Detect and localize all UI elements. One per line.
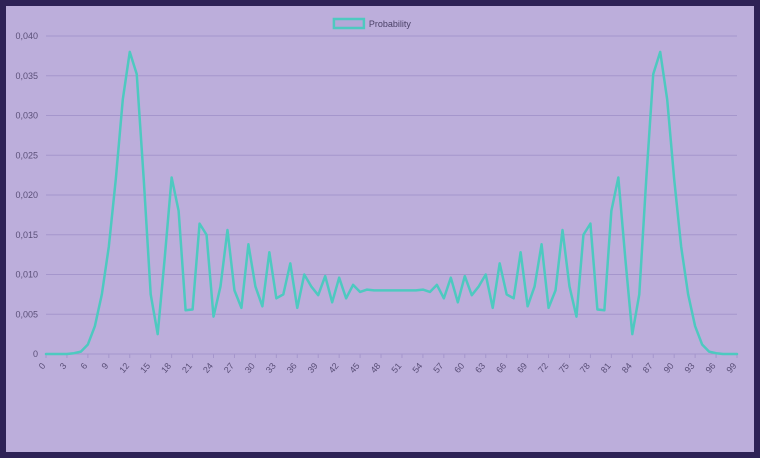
y-axis: 0 0,005 0,010 0,015 0,020 0,025 0,030 0,035 0,04… xyxy=(15,31,38,359)
x-tick-label: 75 xyxy=(557,361,571,375)
legend-swatch[interactable] xyxy=(334,19,364,28)
x-tick-label: 96 xyxy=(703,361,717,375)
y-tick-label: 0,040 xyxy=(15,31,38,41)
legend[interactable]: Probability xyxy=(334,19,412,29)
y-tick-label: 0 xyxy=(33,349,38,359)
y-tick-label: 0,020 xyxy=(15,190,38,200)
x-tick-label: 87 xyxy=(641,361,655,375)
x-tick-label: 93 xyxy=(683,361,697,375)
series-layer xyxy=(46,52,737,354)
y-tick-label: 0,030 xyxy=(15,111,38,121)
x-tick-label: 78 xyxy=(578,361,592,375)
x-axis: 0 3 6 9 12 15 18 21 24 27 30 33 36 39 42 45 48 51 54 57 60 63… xyxy=(37,354,739,375)
x-tick-label: 54 xyxy=(410,361,424,375)
x-tick-label: 57 xyxy=(431,361,445,375)
grid-lines xyxy=(46,36,737,354)
legend-label[interactable]: Probability xyxy=(369,19,412,29)
x-tick-label: 36 xyxy=(285,361,299,375)
x-tick-label: 81 xyxy=(599,361,613,375)
y-tick-label: 0,010 xyxy=(15,270,38,280)
y-tick-label: 0,015 xyxy=(15,230,38,240)
x-tick-label: 27 xyxy=(222,361,236,375)
x-tick-label: 60 xyxy=(452,361,466,375)
x-tick-label: 3 xyxy=(58,361,69,371)
x-tick-label: 9 xyxy=(99,361,110,371)
x-tick-label: 51 xyxy=(389,361,403,375)
x-tick-label: 42 xyxy=(327,361,341,375)
x-tick-label: 0 xyxy=(37,361,48,371)
x-tick-label: 12 xyxy=(117,361,131,375)
y-tick-label: 0,025 xyxy=(15,150,38,160)
x-tick-label: 48 xyxy=(368,361,382,375)
x-tick-label: 21 xyxy=(180,361,194,375)
line-chart: 0 0,005 0,010 0,015 0,020 0,025 0,030 0,035 0,04… xyxy=(6,6,754,452)
series-line-probability xyxy=(46,52,737,354)
y-tick-label: 0,035 xyxy=(15,71,38,81)
x-tick-label: 24 xyxy=(201,361,215,375)
x-tick-label: 18 xyxy=(159,361,173,375)
x-tick-label: 99 xyxy=(724,361,738,375)
x-tick-label: 30 xyxy=(243,361,257,375)
x-tick-label: 45 xyxy=(348,361,362,375)
x-tick-label: 39 xyxy=(306,361,320,375)
x-tick-label: 63 xyxy=(473,361,487,375)
x-tick-label: 72 xyxy=(536,361,550,375)
x-tick-label: 66 xyxy=(494,361,508,375)
x-tick-label: 69 xyxy=(515,361,529,375)
x-tick-label: 33 xyxy=(264,361,278,375)
y-tick-label: 0,005 xyxy=(15,309,38,319)
x-tick-label: 6 xyxy=(79,361,90,371)
chart-panel: 0 0,005 0,010 0,015 0,020 0,025 0,030 0,035 0,04… xyxy=(6,6,754,452)
x-tick-label: 84 xyxy=(620,361,634,375)
x-tick-label: 90 xyxy=(662,361,676,375)
x-tick-label: 15 xyxy=(138,361,152,375)
